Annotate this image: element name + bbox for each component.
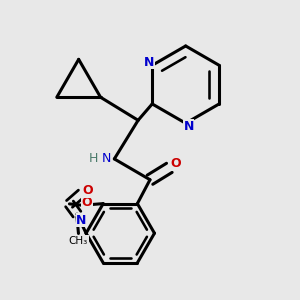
Text: O: O: [81, 196, 92, 209]
Text: CH₃: CH₃: [69, 236, 88, 246]
Text: O: O: [82, 184, 93, 197]
Text: H: H: [89, 152, 98, 165]
Text: O: O: [170, 157, 181, 170]
Text: N: N: [102, 152, 112, 165]
Text: N: N: [144, 56, 154, 69]
Text: N: N: [184, 120, 194, 133]
Text: N: N: [76, 214, 87, 226]
